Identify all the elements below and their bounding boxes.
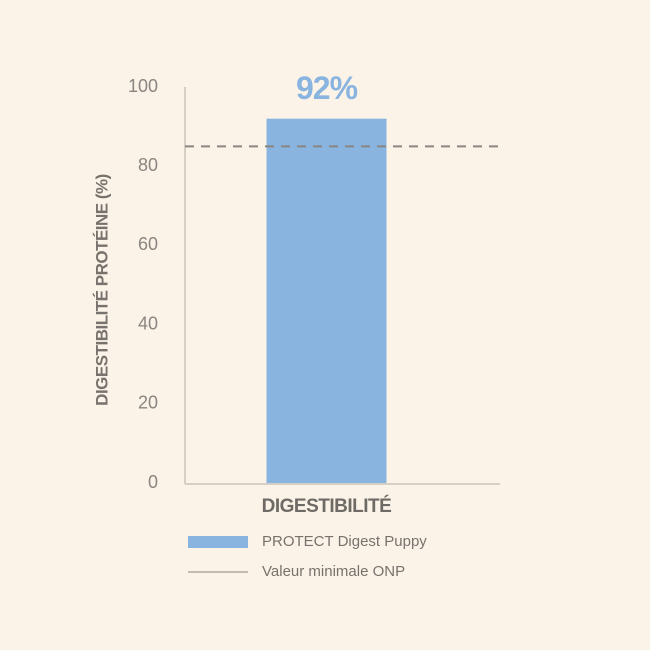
y-tick-label: 100 [128,76,158,96]
y-tick-label: 40 [138,313,158,333]
y-tick-label: 20 [138,393,158,413]
y-tick-label: 0 [148,472,158,492]
y-tick-label: 60 [138,234,158,254]
legend-label: Valeur minimale ONP [262,563,405,580]
bar [266,118,387,484]
legend-swatch [188,536,248,548]
legend-label: PROTECT Digest Puppy [262,533,427,550]
x-tick-label: DIGESTIBILITÉ [262,495,392,517]
y-tick-label: 80 [138,155,158,175]
y-axis-label: DIGESTIBILITÉ PROTÉINE (%) [92,174,111,406]
value-label: 92% [296,70,358,106]
